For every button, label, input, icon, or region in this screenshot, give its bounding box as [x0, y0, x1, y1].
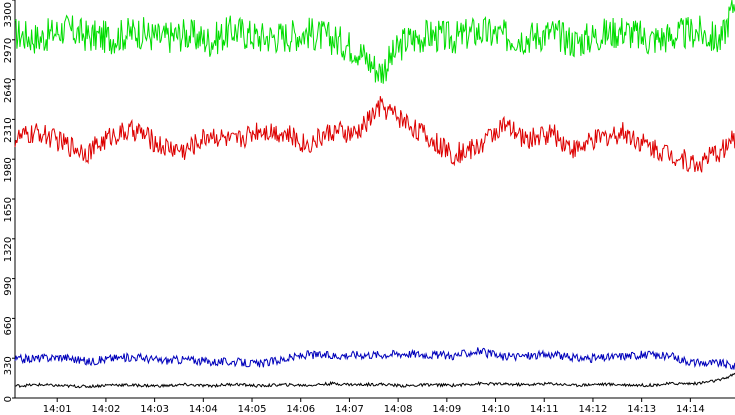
- x-tick-label: 14:02: [91, 404, 120, 415]
- y-tick-label: 2310: [3, 117, 14, 142]
- x-tick-label: 14:06: [286, 404, 315, 415]
- x-tick-label: 14:11: [530, 404, 559, 415]
- x-tick-label: 14:12: [579, 404, 608, 415]
- x-tick-label: 14:01: [43, 404, 72, 415]
- series-line-1: [14, 0, 735, 84]
- y-tick-label: 0: [3, 396, 14, 402]
- series-line-3: [14, 347, 735, 370]
- y-tick-label: 990: [3, 277, 14, 296]
- x-tick-label: 14:13: [627, 404, 656, 415]
- x-tick-label: 14:04: [189, 404, 218, 415]
- x-tick-label: 14:05: [238, 404, 267, 415]
- x-tick-label: 14:03: [140, 404, 169, 415]
- series-line-2: [14, 96, 735, 173]
- y-tick-label: 3300: [3, 2, 14, 27]
- x-tick-labels: 14:01 14:02 14:03 14:04 14:05 14:06 14:07 14:08…: [43, 398, 705, 415]
- y-tick-label: 2640: [3, 78, 14, 103]
- y-tick-label: 1320: [3, 237, 14, 262]
- y-tick-label: 330: [3, 356, 14, 375]
- y-tick-label: 660: [3, 316, 14, 335]
- y-tick-labels: 0 330 660 990 1320 1650 1980 2310 2640 2970 3300: [3, 0, 15, 402]
- x-tick-label: 14:07: [335, 404, 364, 415]
- x-tick-label: 14:10: [481, 404, 510, 415]
- x-tick-label: 14:08: [384, 404, 413, 415]
- y-tick-label: 2970: [3, 38, 14, 63]
- y-tick-label: 1650: [3, 197, 14, 222]
- y-tick-label: 1980: [3, 157, 14, 182]
- x-tick-label: 14:14: [676, 404, 705, 415]
- series-line-4: [14, 372, 735, 389]
- series-layer: [14, 0, 735, 389]
- x-tick-label: 14:09: [432, 404, 461, 415]
